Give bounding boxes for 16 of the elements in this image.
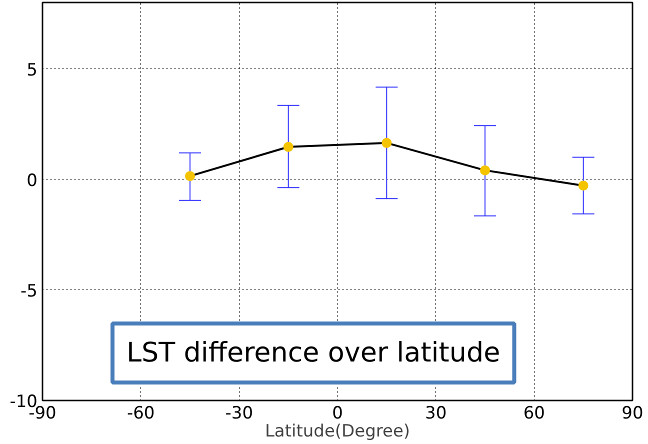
point [185,171,195,182]
point [283,142,294,152]
x-tick-label: 30 [425,404,447,424]
x-tick-label: 60 [523,404,545,424]
x-tick-label: 0 [332,404,343,424]
x-tick-label: 90 [622,404,644,424]
x-axis-title: Latitude(Degree) [264,422,410,442]
point [578,180,588,191]
y-tick-label: -5 [20,281,38,302]
annotation: LST difference over latitude [126,338,500,368]
x-tick-label: -60 [126,404,155,424]
y-tick-label: 0 [26,170,38,191]
point [382,138,392,148]
y-tick-label: 5 [26,60,38,80]
point [480,165,490,176]
x-tick-label: -30 [225,404,254,424]
